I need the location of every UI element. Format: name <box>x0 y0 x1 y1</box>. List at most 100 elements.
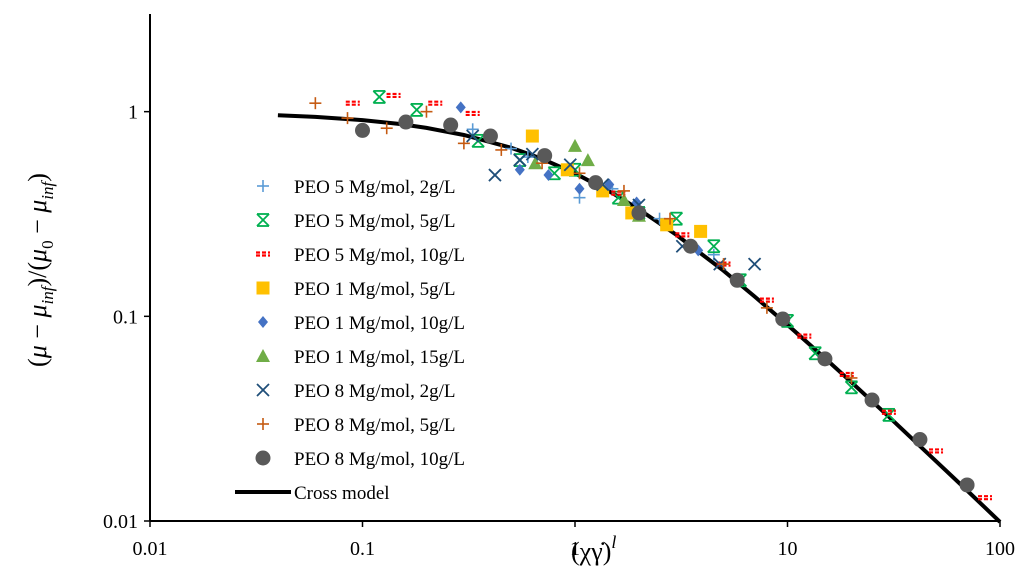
data-point <box>563 158 577 172</box>
data-point <box>488 168 502 182</box>
data-point <box>747 257 762 271</box>
x-tick-label: 1 <box>570 538 580 560</box>
legend-item: PEO 8 Mg/mol, 5g/L <box>257 415 456 436</box>
legend-item: PEO 5 Mg/mol, 10g/L <box>256 245 465 266</box>
data-point <box>760 301 773 314</box>
data-point <box>675 232 690 238</box>
data-point <box>959 477 975 493</box>
data-point <box>588 175 604 191</box>
data-point <box>455 101 466 114</box>
tick-labels: 0.01 0.1 1 10 100 0.01 0.1 1 <box>103 102 1015 560</box>
data-point <box>864 392 880 408</box>
data-point <box>537 148 553 164</box>
data-point <box>660 218 674 232</box>
data-point <box>560 163 574 177</box>
data-point <box>466 129 480 143</box>
data-point <box>457 137 470 150</box>
legend-label: PEO 8 Mg/mol, 2g/L <box>294 381 456 402</box>
legend-label: PEO 8 Mg/mol, 10g/L <box>294 449 465 470</box>
legend-label: PEO 5 Mg/mol, 2g/L <box>294 177 456 198</box>
series-8 <box>309 97 858 384</box>
legend-marker <box>256 213 270 227</box>
data-point <box>345 100 360 106</box>
x-axis-title: (χγ̇)l <box>571 532 616 566</box>
data-point <box>495 143 508 156</box>
legend-item: PEO 8 Mg/mol, 10g/L <box>255 449 465 470</box>
data-point <box>664 212 677 225</box>
legend-item: PEO 5 Mg/mol, 5g/L <box>256 211 456 232</box>
data-point <box>341 112 354 125</box>
data-point <box>881 409 896 415</box>
data-point <box>707 239 721 254</box>
legend-label: PEO 1 Mg/mol, 10g/L <box>294 313 465 334</box>
data-point <box>355 122 370 138</box>
points-layer <box>309 90 993 501</box>
data-point <box>845 371 858 384</box>
series-2 <box>372 90 896 422</box>
data-point <box>513 153 527 167</box>
data-point <box>978 495 993 501</box>
y-tick-label: 1 <box>128 102 138 124</box>
data-point <box>428 100 443 106</box>
data-point <box>443 117 459 133</box>
data-point <box>694 224 708 238</box>
legend-item-model: Cross model <box>235 483 390 504</box>
legend-marker <box>255 450 271 466</box>
y-tick-label: 0.1 <box>113 306 138 328</box>
data-point <box>543 169 554 182</box>
data-point <box>580 153 595 167</box>
data-point <box>568 138 582 152</box>
legend: PEO 5 Mg/mol, 2g/L PEO 5 Mg/mol, 5g/L PEO … <box>235 177 465 504</box>
legend-marker <box>256 383 270 397</box>
data-point <box>398 114 414 130</box>
legend-marker <box>256 349 270 362</box>
axis-ticks <box>144 110 1001 527</box>
data-point <box>631 205 647 221</box>
data-point <box>929 448 944 454</box>
legend-label: PEO 5 Mg/mol, 5g/L <box>294 211 456 232</box>
data-point <box>839 371 854 378</box>
data-point <box>683 238 699 254</box>
data-point <box>482 128 498 144</box>
legend-marker <box>257 418 269 430</box>
x-axis-title-base: (χγ̇) <box>571 537 611 566</box>
legend-label: PEO 8 Mg/mol, 5g/L <box>294 415 456 436</box>
data-point <box>912 432 928 448</box>
data-point <box>372 90 386 104</box>
data-point <box>817 351 833 367</box>
data-point <box>514 163 525 176</box>
legend-label: PEO 5 Mg/mol, 10g/L <box>294 245 465 266</box>
series-9 <box>355 114 975 493</box>
legend-marker <box>257 180 269 192</box>
data-point <box>380 122 393 135</box>
data-point <box>844 380 859 395</box>
legend-label: PEO 1 Mg/mol, 15g/L <box>294 347 465 368</box>
data-point <box>386 92 401 99</box>
data-point <box>759 297 774 303</box>
data-point <box>505 142 518 155</box>
y-axis-title: (μ − μinf)/(μ0 − μinf) <box>23 173 57 367</box>
plot-axes <box>149 14 1000 522</box>
data-point <box>729 272 745 288</box>
data-point <box>617 184 630 197</box>
data-point <box>525 147 539 161</box>
data-point <box>410 102 424 117</box>
legend-item: PEO 8 Mg/mol, 2g/L <box>256 381 456 402</box>
data-point <box>775 311 791 327</box>
data-point <box>465 110 480 117</box>
data-point <box>573 167 586 180</box>
data-point <box>420 105 433 118</box>
x-axis-title-exponent: l <box>611 532 616 552</box>
x-tick-label: 10 <box>778 538 798 560</box>
data-point <box>309 97 322 110</box>
legend-item: PEO 1 Mg/mol, 15g/L <box>256 347 465 368</box>
y-tick-label: 0.01 <box>103 511 138 533</box>
data-point <box>574 182 585 195</box>
data-point <box>717 258 730 271</box>
legend-marker <box>258 316 268 328</box>
legend-marker <box>256 281 270 295</box>
x-tick-label: 100 <box>985 538 1015 560</box>
data-point <box>616 193 631 207</box>
legend-item: PEO 1 Mg/mol, 5g/L <box>256 279 456 300</box>
